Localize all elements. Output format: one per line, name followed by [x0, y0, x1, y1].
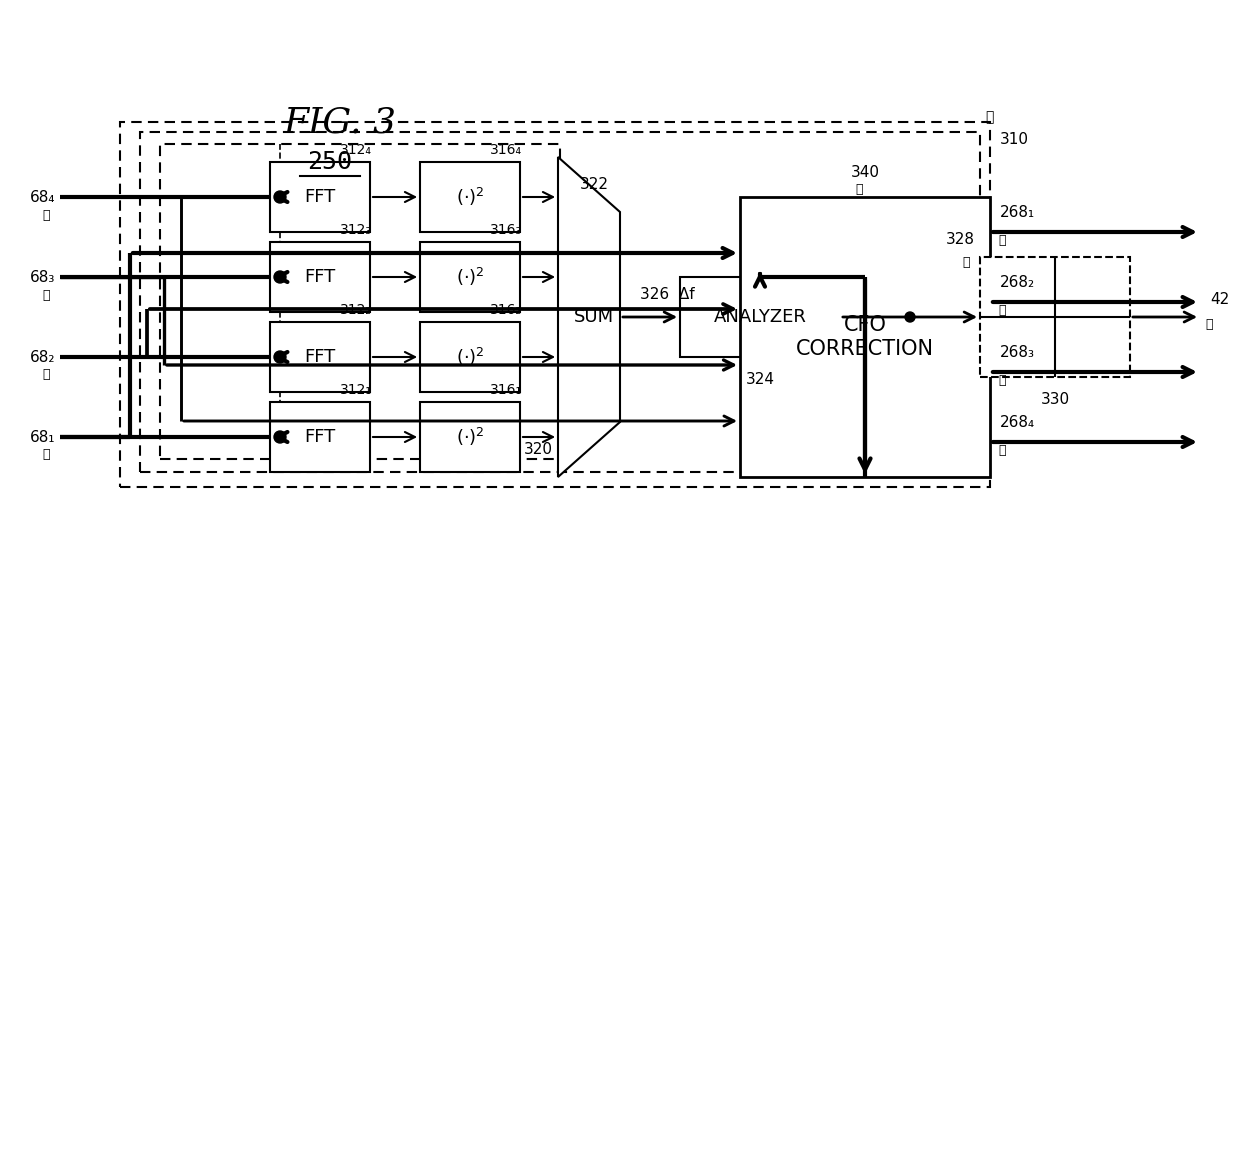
- Text: 316₃: 316₃: [490, 223, 522, 237]
- Text: ⤶: ⤶: [998, 233, 1006, 247]
- Text: SUM: SUM: [574, 308, 614, 325]
- Text: FIG. 3: FIG. 3: [284, 105, 397, 138]
- Circle shape: [274, 192, 286, 203]
- Text: ⤶: ⤶: [42, 449, 50, 462]
- Bar: [140, 132, 980, 472]
- Polygon shape: [558, 157, 620, 477]
- Text: 312₁: 312₁: [340, 383, 372, 397]
- Circle shape: [274, 430, 286, 443]
- Text: 328: 328: [946, 232, 975, 247]
- Text: FFT: FFT: [304, 428, 336, 445]
- Text: ⤶: ⤶: [998, 443, 1006, 457]
- Text: ANALYZER: ANALYZER: [713, 308, 806, 325]
- Text: $(\cdot)^2$: $(\cdot)^2$: [455, 346, 485, 368]
- Text: ⤶: ⤶: [42, 368, 50, 382]
- Text: 310: 310: [999, 132, 1029, 147]
- Text: 312₃: 312₃: [340, 223, 372, 237]
- Text: ⤶: ⤶: [856, 182, 863, 195]
- Text: 268₃: 268₃: [999, 345, 1035, 360]
- Text: 268₂: 268₂: [999, 275, 1035, 290]
- Bar: [270, 402, 370, 472]
- Text: ⤶: ⤶: [998, 374, 1006, 387]
- Text: 330: 330: [1040, 392, 1070, 407]
- Bar: [270, 322, 370, 392]
- Text: 324: 324: [745, 372, 775, 387]
- Text: 68₃: 68₃: [30, 270, 55, 285]
- Bar: [980, 257, 1130, 377]
- Text: ⤶: ⤶: [1205, 319, 1213, 331]
- Text: ⤶: ⤶: [998, 304, 1006, 316]
- Text: 68₂: 68₂: [30, 350, 55, 365]
- Text: $(\cdot)^2$: $(\cdot)^2$: [455, 265, 485, 288]
- Text: 316₁: 316₁: [490, 383, 522, 397]
- Text: 68₄: 68₄: [30, 189, 55, 204]
- Text: 68₁: 68₁: [30, 429, 55, 444]
- Text: 316₄: 316₄: [490, 143, 522, 157]
- Bar: [420, 242, 520, 312]
- Bar: [120, 122, 990, 487]
- Text: ⤶: ⤶: [42, 209, 50, 222]
- Text: 268₄: 268₄: [999, 415, 1035, 430]
- Circle shape: [905, 312, 915, 322]
- Text: ⤶: ⤶: [962, 255, 970, 269]
- Bar: [680, 277, 839, 357]
- Bar: [420, 162, 520, 232]
- Circle shape: [274, 351, 286, 364]
- Text: 340: 340: [851, 165, 879, 180]
- Text: $(\cdot)^2$: $(\cdot)^2$: [455, 426, 485, 448]
- Text: 316₂: 316₂: [490, 304, 522, 317]
- Text: 312₂: 312₂: [340, 304, 372, 317]
- Text: 250: 250: [308, 150, 352, 174]
- Bar: [160, 144, 560, 459]
- Text: CFO
CORRECTION: CFO CORRECTION: [796, 315, 934, 359]
- Bar: [420, 322, 520, 392]
- Circle shape: [274, 271, 286, 283]
- Text: $(\cdot)^2$: $(\cdot)^2$: [455, 186, 485, 208]
- Text: ⤶: ⤶: [42, 288, 50, 301]
- Text: FFT: FFT: [304, 349, 336, 366]
- Bar: [270, 162, 370, 232]
- Text: 320: 320: [523, 442, 553, 457]
- Text: 42: 42: [1210, 292, 1229, 307]
- Bar: [740, 197, 990, 477]
- Bar: [270, 242, 370, 312]
- Bar: [420, 402, 520, 472]
- Text: 268₁: 268₁: [999, 205, 1035, 220]
- Text: FFT: FFT: [304, 268, 336, 286]
- Text: FFT: FFT: [304, 188, 336, 207]
- Text: ⤶: ⤶: [985, 110, 993, 123]
- Text: 312₄: 312₄: [340, 143, 372, 157]
- Text: 326  Δf: 326 Δf: [640, 287, 694, 302]
- Text: 322: 322: [579, 177, 609, 192]
